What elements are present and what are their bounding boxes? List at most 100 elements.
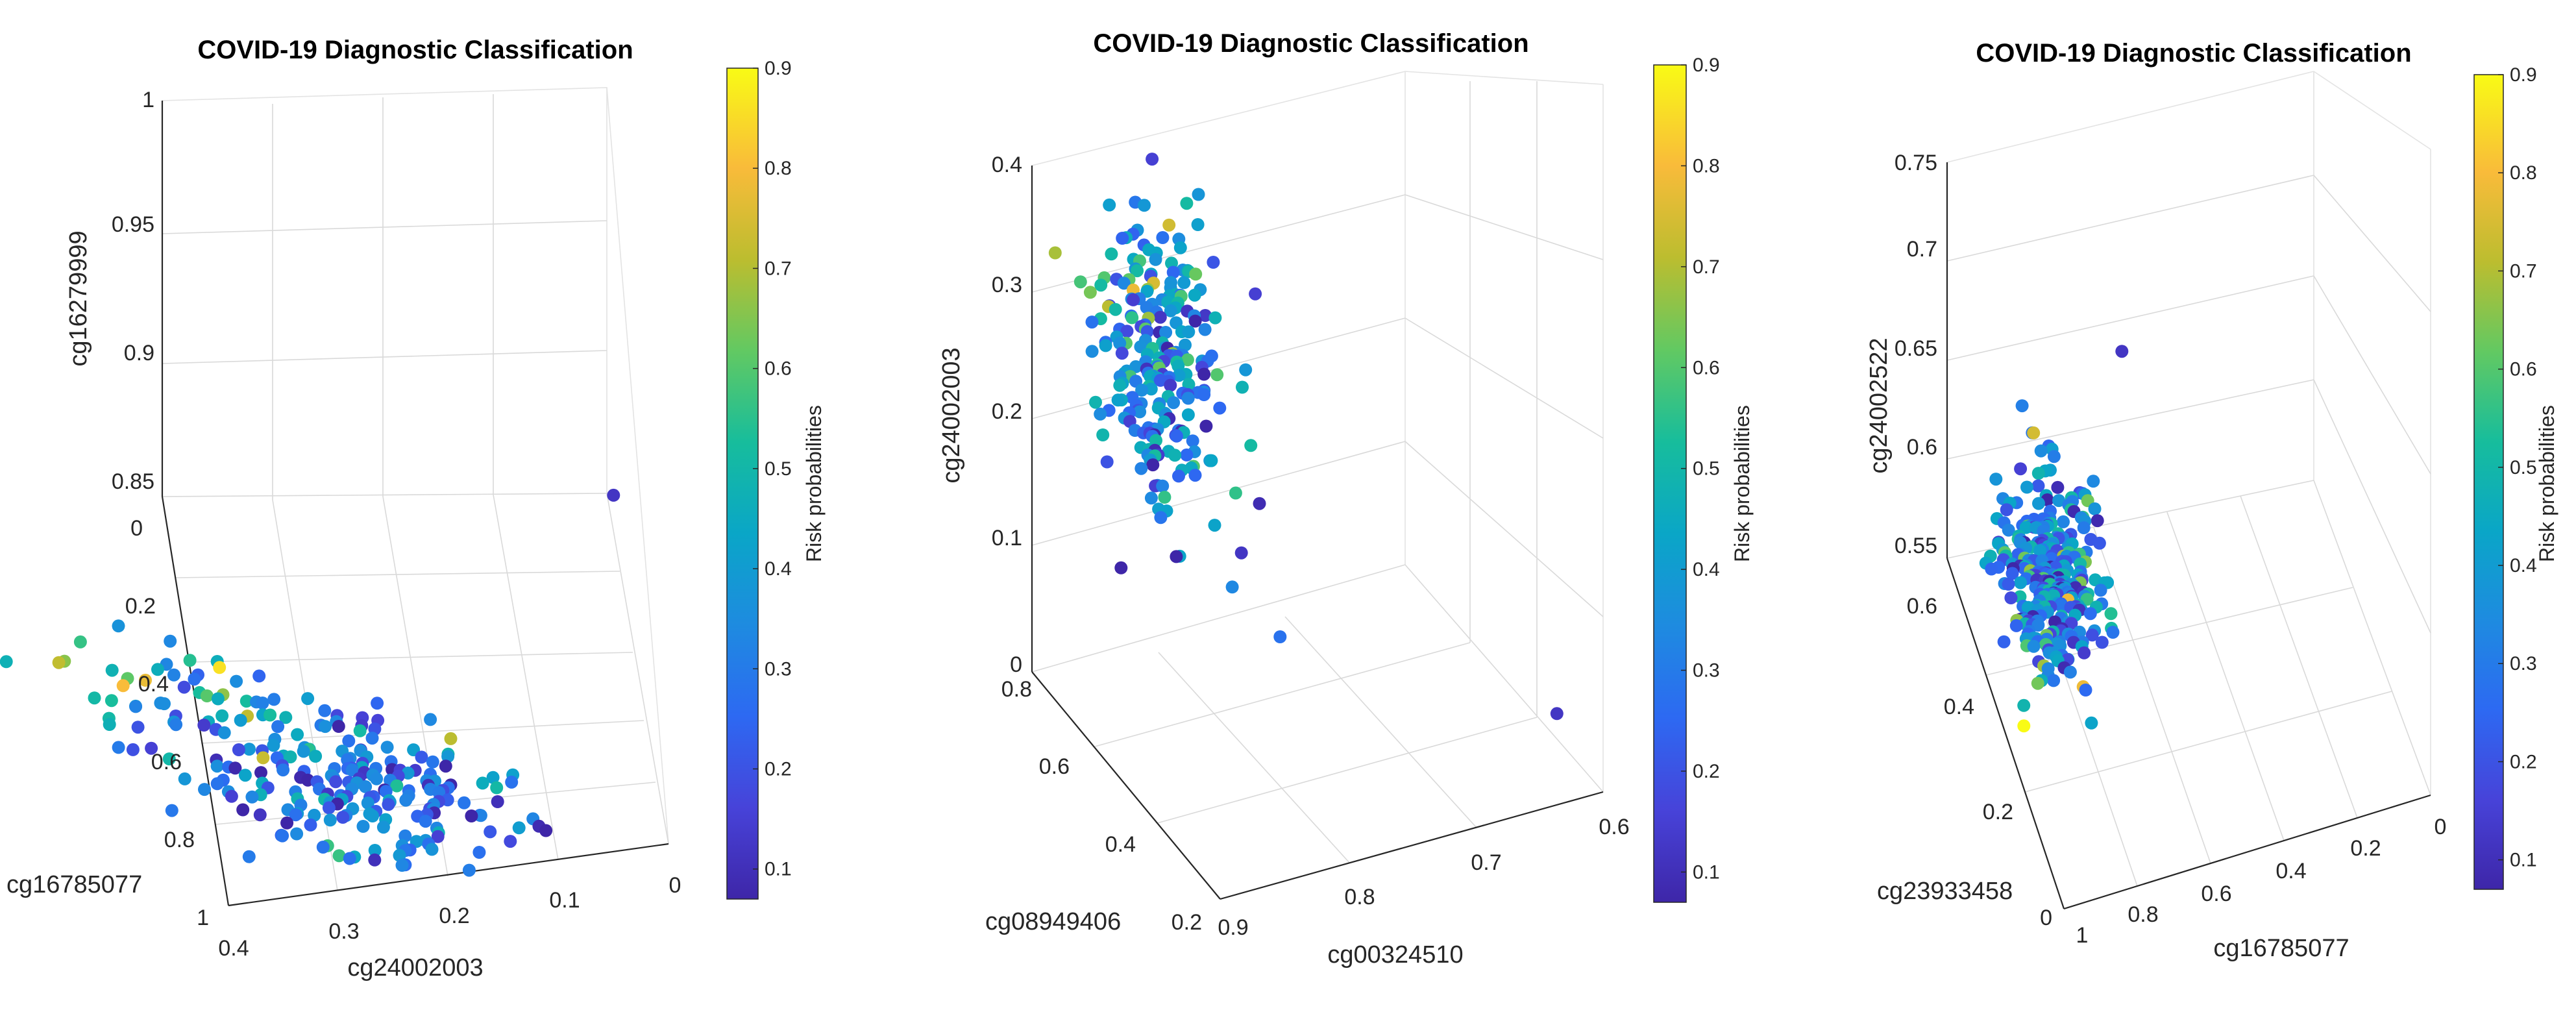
data-point <box>2031 467 2045 480</box>
data-point <box>1166 265 1180 279</box>
data-point <box>2027 639 2041 653</box>
data-point <box>112 619 125 633</box>
data-point <box>238 769 252 782</box>
data-point <box>1156 479 1170 493</box>
data-point <box>2004 591 2018 604</box>
data-point <box>1125 311 1139 325</box>
chart-3-colorbar-label: Risk probabilities <box>2535 405 2558 562</box>
data-point <box>2033 544 2046 558</box>
data-point <box>1213 401 1227 415</box>
colorbar-tick-label: 0.6 <box>2510 359 2537 380</box>
data-point <box>1127 293 1140 306</box>
data-point <box>230 674 243 688</box>
chart-2-x-tick: 0.9 <box>1218 915 1248 940</box>
chart-3-axes <box>1946 162 2431 910</box>
data-point <box>165 804 178 817</box>
data-point <box>1085 315 1099 329</box>
chart-1-y-tick: 1 <box>197 906 209 930</box>
chart-3-points <box>1979 345 2129 733</box>
chart-1-box <box>162 87 669 906</box>
data-point <box>167 668 180 682</box>
data-point <box>2079 684 2092 697</box>
data-point <box>1100 455 1114 469</box>
data-point <box>1167 396 1181 410</box>
chart-3-y-tick: 0.2 <box>1983 800 2013 824</box>
colorbar-tick-label: 0.6 <box>1693 357 1720 378</box>
data-point <box>395 859 409 872</box>
data-point <box>73 635 87 648</box>
data-point <box>242 850 256 863</box>
data-point <box>1199 309 1212 322</box>
chart-3-y-tick: 0 <box>2040 906 2052 930</box>
chart-2-colorbar: 0.1 0.2 0.3 0.4 0.5 0.6 0.7 0.8 0.9 Risk probabi… <box>1653 55 1754 903</box>
data-point <box>1116 232 1129 245</box>
data-point <box>332 720 345 733</box>
data-point <box>254 766 267 780</box>
data-point <box>200 689 214 702</box>
chart-1-colorbar-label: Risk probabilities <box>802 405 826 562</box>
data-point <box>2006 567 2019 580</box>
data-point <box>1191 218 1205 231</box>
data-point <box>2017 719 2031 733</box>
data-point <box>2000 503 2013 517</box>
chart-2-x-ticks: 0.6 0.7 0.8 0.9 <box>1218 815 1629 940</box>
colorbar-tick-label: 0.7 <box>765 258 792 279</box>
data-point <box>476 776 489 790</box>
chart-3-x-label: cg16785077 <box>2213 935 2349 962</box>
colorbar-tick-label: 0.2 <box>2510 751 2537 772</box>
data-point <box>256 697 269 710</box>
data-point <box>213 661 227 674</box>
data-point <box>309 750 323 763</box>
data-point <box>491 795 504 808</box>
chart-3-y-tick: 0.4 <box>1944 695 1974 719</box>
chart-3-z-tick: 0.7 <box>1907 237 1937 262</box>
data-point <box>2032 497 2045 510</box>
data-point <box>183 654 197 667</box>
colorbar-tick-label: 0.8 <box>2510 162 2537 184</box>
data-point <box>2077 521 2091 534</box>
data-point <box>211 692 225 706</box>
data-point <box>2034 444 2048 458</box>
data-point <box>1239 363 1253 376</box>
data-point <box>399 793 413 807</box>
chart-2-x-tick: 0.7 <box>1471 850 1501 875</box>
chart-1-y-tick: 0.6 <box>151 750 182 774</box>
data-point <box>1236 380 1249 394</box>
data-point <box>2106 626 2120 639</box>
data-point <box>1550 707 1564 721</box>
data-point <box>1182 325 1196 339</box>
data-point <box>1094 407 1107 421</box>
chart-1-y-label: cg16785077 <box>6 871 142 898</box>
chart-1-y-tick: 0.8 <box>164 828 195 852</box>
chart-1-z-tick: 0.85 <box>112 469 154 494</box>
chart-1-z-tick: 0.95 <box>112 212 154 237</box>
colorbar-tick-label: 0.3 <box>2510 653 2537 674</box>
data-point <box>1225 580 1239 594</box>
data-point <box>1105 247 1118 261</box>
chart-2-y-tick: 0.8 <box>1001 677 1032 702</box>
data-point <box>1113 336 1127 350</box>
chart-3-z-tick: 0.6 <box>1907 435 1937 460</box>
chart-3-y-label: cg23933458 <box>1877 878 2013 905</box>
data-point <box>462 863 476 877</box>
data-point <box>145 741 158 755</box>
data-point <box>225 789 238 803</box>
chart-1-z-label: cg16279999 <box>65 230 92 366</box>
data-point <box>197 719 211 732</box>
data-point <box>1188 469 1202 482</box>
data-point <box>368 853 382 867</box>
chart-2-z-label: cg24002003 <box>938 347 965 483</box>
data-point <box>2052 494 2066 508</box>
data-point <box>2020 480 2033 494</box>
chart-panel-3: COVID-19 Diagnostic Classification <box>1865 39 2558 962</box>
data-point <box>1170 550 1183 563</box>
data-point <box>198 783 211 796</box>
data-point <box>490 781 504 795</box>
data-point <box>1133 405 1147 419</box>
data-point <box>376 821 390 834</box>
data-point <box>1094 278 1108 292</box>
data-point <box>1172 469 1185 483</box>
data-point <box>1181 353 1194 367</box>
chart-1-x-tick: 0.4 <box>218 936 249 961</box>
